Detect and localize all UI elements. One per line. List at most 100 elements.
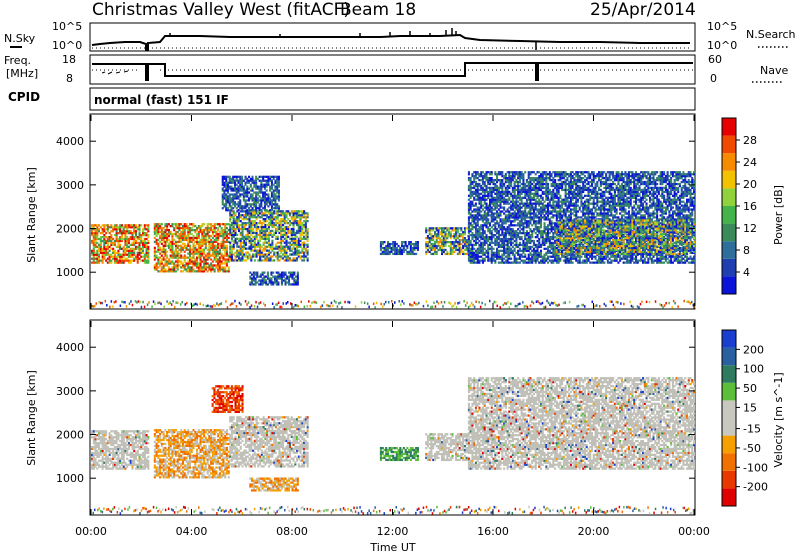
data-cell (176, 246, 179, 249)
data-cell (277, 197, 280, 200)
data-cell (256, 281, 259, 284)
data-cell (91, 253, 94, 256)
data-cell (499, 194, 502, 197)
data-cell (243, 235, 246, 238)
data-cell (503, 177, 506, 180)
data-cell (538, 218, 541, 221)
data-cell (496, 180, 499, 184)
data-cell (506, 232, 509, 235)
data-cell (113, 251, 116, 254)
data-cell (196, 250, 199, 253)
data-cell (271, 225, 274, 229)
data-cell (435, 239, 438, 242)
data-cell (529, 180, 532, 184)
data-cell (489, 173, 492, 176)
data-cell (387, 250, 390, 254)
data-cell (145, 247, 148, 250)
data-cell (515, 198, 518, 201)
data-cell (547, 188, 550, 192)
data-cell (257, 239, 260, 242)
data-cell (467, 239, 470, 243)
data-cell (508, 253, 511, 256)
data-cell (166, 244, 169, 247)
data-cell (257, 225, 260, 229)
data-cell (239, 257, 242, 260)
data-cell (476, 194, 479, 197)
data-cell (550, 241, 553, 245)
data-cell (92, 234, 95, 237)
data-cell (527, 257, 530, 260)
data-cell (249, 283, 252, 286)
data-cell (255, 235, 258, 238)
data-cell (499, 171, 502, 174)
data-cell (211, 266, 214, 269)
data-cell (555, 188, 558, 192)
data-cell (522, 216, 525, 219)
data-cell (289, 245, 292, 248)
data-cell (169, 242, 172, 245)
data-cell (290, 233, 293, 237)
data-cell (129, 255, 132, 258)
data-cell (203, 229, 206, 232)
data-cell (262, 214, 265, 217)
data-cell (510, 232, 513, 235)
data-cell (258, 187, 261, 190)
data-cell (226, 175, 229, 178)
data-cell (534, 182, 537, 186)
data-cell (494, 196, 497, 199)
data-cell (237, 195, 240, 198)
data-cell (155, 229, 158, 232)
data-cell (490, 210, 493, 213)
data-cell (243, 255, 246, 258)
data-cell (135, 257, 138, 260)
data-cell (529, 171, 532, 174)
data-cell (157, 260, 160, 263)
data-cell (444, 248, 447, 252)
data-cell (160, 250, 163, 253)
data-cell (159, 223, 162, 226)
data-cell (266, 233, 269, 237)
data-cell (217, 266, 220, 269)
data-cell (257, 253, 260, 256)
data-cell (242, 189, 245, 192)
data-cell (196, 260, 199, 263)
data-cell (547, 198, 550, 201)
data-cell (434, 248, 437, 252)
data-cell (462, 237, 465, 240)
data-cell (506, 237, 509, 241)
data-cell (92, 249, 95, 252)
data-cell (485, 241, 488, 245)
data-cell (96, 245, 99, 249)
data-cell (494, 230, 497, 233)
data-cell (489, 192, 492, 195)
data-cell (242, 193, 245, 196)
data-cell (503, 208, 506, 211)
data-cell (541, 232, 544, 235)
data-cell (437, 241, 440, 244)
data-cell (545, 182, 548, 186)
data-cell (215, 234, 218, 238)
data-cell (518, 224, 521, 227)
data-cell (481, 232, 484, 235)
data-cell (208, 246, 211, 249)
data-cell (504, 216, 507, 219)
data-cell (127, 232, 130, 235)
data-cell (96, 224, 99, 227)
data-cell (532, 243, 535, 247)
data-cell (136, 251, 139, 254)
data-cell (270, 187, 273, 190)
data-cell (306, 245, 309, 248)
data-cell (506, 261, 509, 264)
data-cell (237, 187, 240, 190)
data-cell (297, 210, 300, 213)
data-cell (220, 244, 223, 247)
data-cell (297, 225, 300, 229)
data-cell (504, 214, 507, 217)
data-cell (227, 270, 230, 273)
data-cell (413, 242, 416, 246)
data-cell (274, 237, 277, 240)
data-cell (269, 259, 272, 262)
data-cell (413, 246, 416, 250)
data-cell (504, 249, 507, 252)
data-cell (238, 218, 241, 221)
